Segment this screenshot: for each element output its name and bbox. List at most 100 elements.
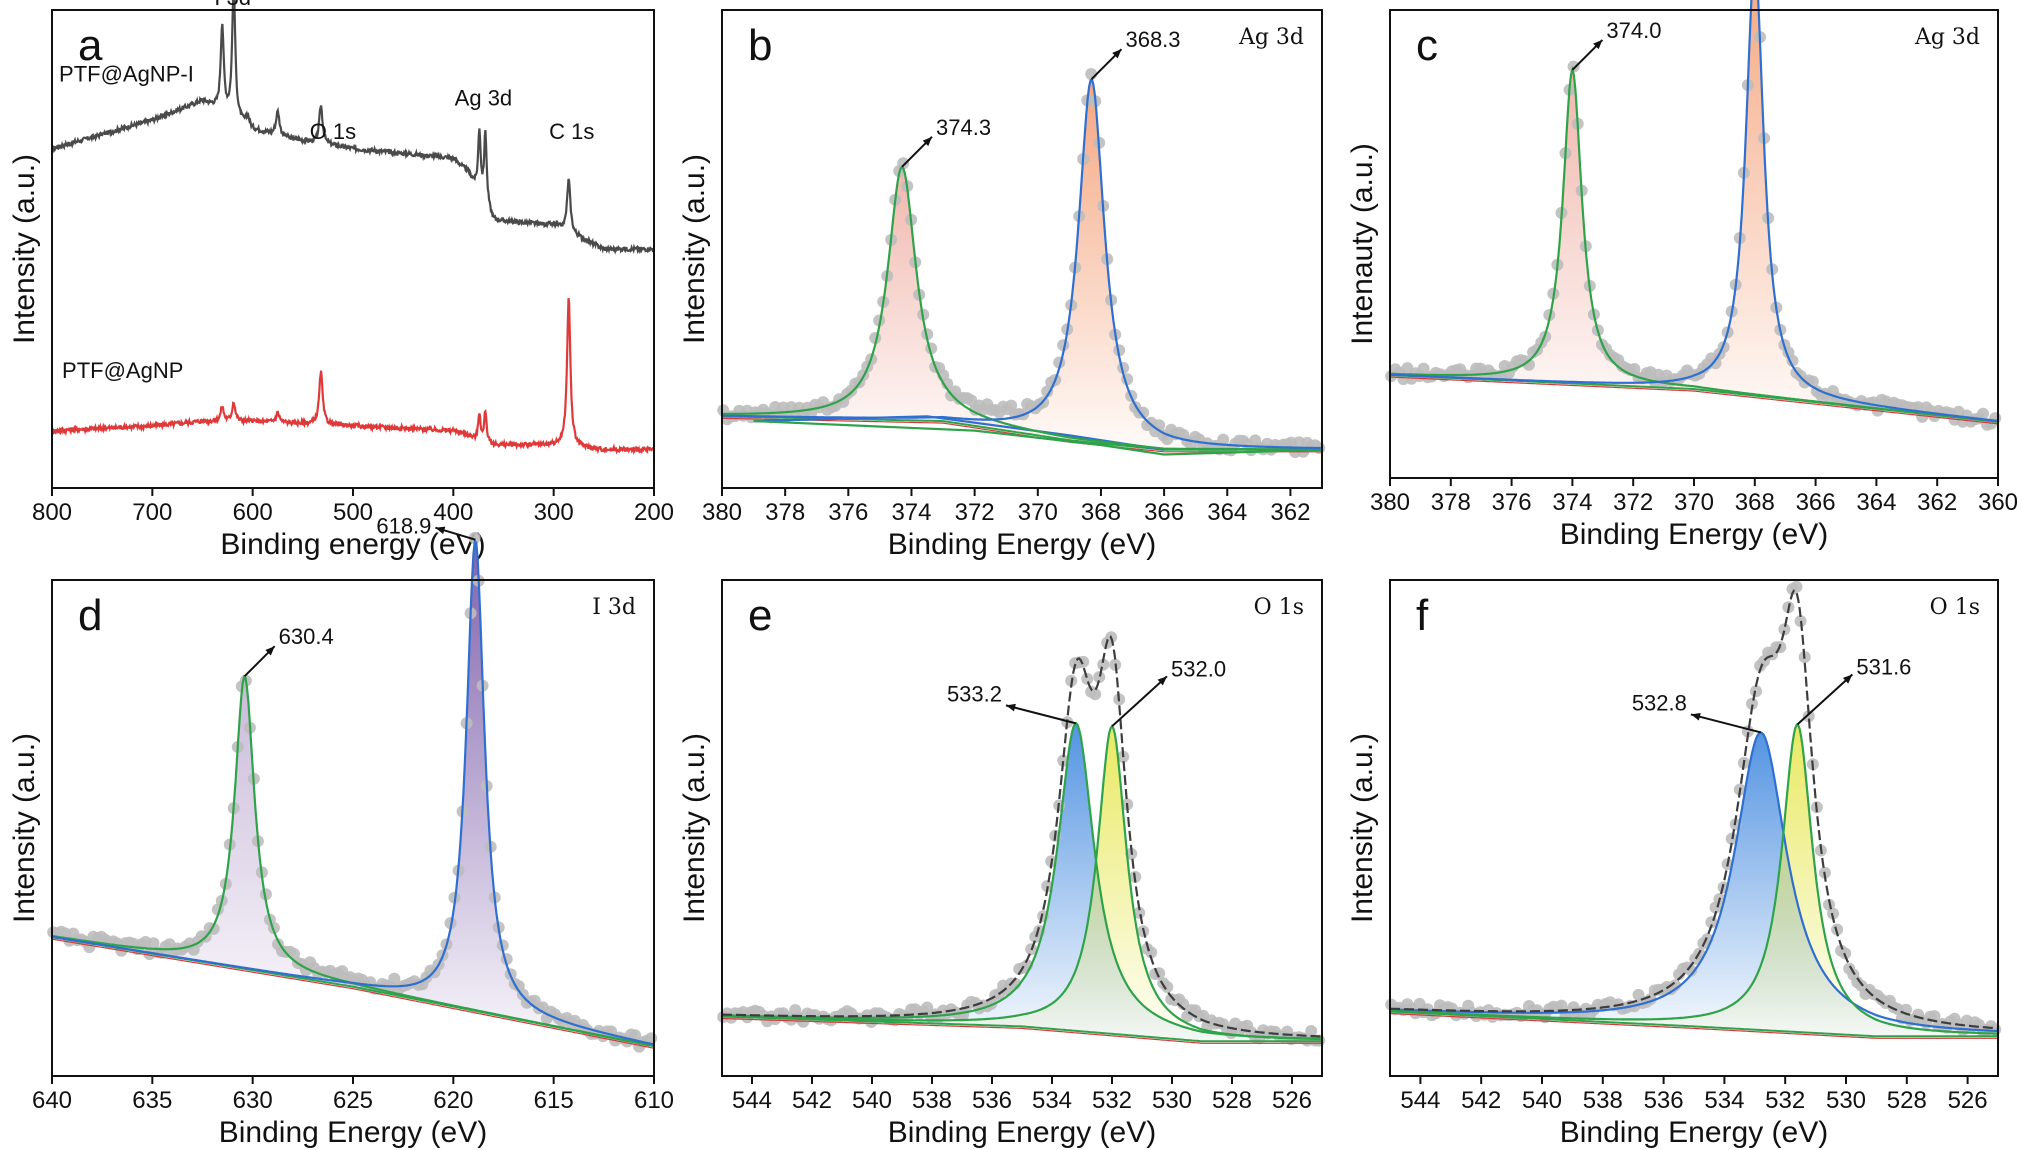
- x-tick-label: 538: [1583, 1087, 1623, 1114]
- corner-label: O 1s: [1930, 595, 1980, 620]
- component-fill: [722, 166, 1322, 450]
- component-curve: [1390, 65, 1999, 423]
- y-axis-label: Intensity (a.u.): [678, 154, 711, 344]
- x-tick-label: 378: [1431, 489, 1471, 516]
- survey-series-line: [51, 0, 654, 255]
- peak-arrow-line: [1111, 675, 1168, 728]
- component-curve: [51, 674, 655, 1048]
- component-fill: [722, 79, 1322, 450]
- panel-letter: e: [748, 591, 772, 640]
- x-tick-label: 374: [1552, 489, 1592, 516]
- x-tick-label: 530: [1826, 1087, 1866, 1114]
- x-tick-label: 400: [433, 499, 473, 526]
- x-tick-label: 372: [955, 499, 995, 526]
- peak-label: 618.9: [376, 514, 431, 539]
- x-tick-label: 300: [534, 499, 574, 526]
- x-tick-label: 538: [912, 1087, 952, 1114]
- component-curve: [1389, 0, 1999, 423]
- component-curve: [51, 538, 655, 1046]
- peak-arrow-head: [1157, 676, 1167, 686]
- x-tick-label: 364: [1207, 499, 1247, 526]
- component-curve: [721, 78, 1323, 450]
- peak-arrow-head: [265, 646, 275, 656]
- component-fill: [52, 540, 654, 1047]
- panel-letter: d: [78, 591, 102, 640]
- x-tick-label: 366: [1144, 499, 1184, 526]
- x-tick-label: 530: [1152, 1087, 1192, 1114]
- component-curve: [722, 165, 1322, 451]
- data-point: [1097, 658, 1110, 671]
- baseline-red-line: [1389, 1012, 1998, 1039]
- data-point: [1567, 60, 1580, 73]
- x-tick-label: 500: [333, 499, 373, 526]
- peak-arrow-head: [1842, 674, 1853, 684]
- panel-d-i3d-chart: 630.4 618.9 640 635 630 625 620 615 610 Binding E…: [8, 514, 674, 1149]
- x-tick-label: 542: [1461, 1087, 1501, 1114]
- x-tick-label: 362: [1270, 499, 1310, 526]
- plot-frame: [721, 9, 1323, 489]
- x-tick-label: 368: [1081, 499, 1121, 526]
- plot-frame: [1389, 579, 1999, 1077]
- data-point: [1555, 999, 1568, 1012]
- x-axis-label: Binding energy (eV): [220, 528, 485, 561]
- plot-frame: [51, 579, 655, 1077]
- data-point: [1977, 407, 1989, 420]
- x-axis-label: Binding Energy (eV): [888, 1116, 1156, 1149]
- data-point: [1041, 385, 1054, 398]
- peak-label: 533.2: [947, 681, 1002, 706]
- component-fill: [1390, 732, 1998, 1037]
- y-axis-label: Intensity (a.u.): [8, 733, 41, 923]
- data-point: [1928, 1010, 1941, 1023]
- data-point: [1628, 363, 1641, 375]
- envelope-curve: [722, 635, 1323, 1038]
- x-tick-label: 544: [732, 1087, 772, 1114]
- peak-arrow-head: [1006, 703, 1016, 712]
- x-tick-label: 376: [828, 499, 868, 526]
- x-tick-label: 366: [1796, 489, 1836, 516]
- y-axis-label: Intenauty (a.u.): [1346, 143, 1379, 345]
- x-tick-label: 526: [1948, 1087, 1988, 1114]
- data-point: [1137, 406, 1150, 419]
- baseline-line: [1389, 1010, 1998, 1038]
- corner-label: O 1s: [1254, 595, 1304, 620]
- x-tick-label: 542: [792, 1087, 832, 1114]
- peak-label: 532.0: [1171, 656, 1226, 681]
- peak-arrow-line: [1690, 713, 1762, 734]
- peak-arrow-head: [922, 136, 932, 147]
- panel-f-o1s-chart: 532.8 531.6 544 542 540 538 536 534 532 530 528 526…: [1346, 579, 2002, 1149]
- data-point: [1093, 671, 1106, 684]
- panel-letter: c: [1416, 21, 1438, 70]
- x-tick-label: 528: [1887, 1087, 1927, 1114]
- x-tick-label: 532: [1092, 1087, 1132, 1114]
- data-point: [1709, 357, 1722, 370]
- baseline-red-line: [1389, 376, 1999, 425]
- x-tick-label: 635: [132, 1087, 172, 1114]
- background-line: [753, 420, 1323, 456]
- component-fill: [1390, 0, 1998, 422]
- x-tick-label: 370: [1674, 489, 1714, 516]
- data-point: [897, 157, 910, 170]
- y-axis-label: Intensity (a.u.): [678, 733, 711, 923]
- peak-arrow-line: [1796, 673, 1854, 726]
- data-point: [1081, 672, 1094, 685]
- x-tick-label: 370: [1018, 499, 1058, 526]
- data-point: [259, 888, 272, 901]
- plot-frame: [721, 579, 1323, 1077]
- data-point: [1133, 906, 1146, 919]
- y-axis-label: Intensity (a.u.): [1346, 733, 1379, 923]
- y-axis-label: Intensity (a.u.): [8, 154, 41, 344]
- peak-arrow-head: [435, 526, 446, 535]
- data-point: [1802, 710, 1815, 723]
- x-tick-label: 360: [1978, 489, 2018, 516]
- x-axis-label: Binding Energy (eV): [1560, 518, 1828, 551]
- x-tick-label: 700: [132, 499, 172, 526]
- peak-arrow-head: [1593, 39, 1603, 50]
- component-curve: [1390, 723, 1998, 1035]
- data-point: [1305, 1025, 1318, 1037]
- x-tick-label: 380: [1370, 489, 1410, 516]
- x-tick-label: 372: [1613, 489, 1653, 516]
- peak-label: 532.8: [1632, 690, 1687, 715]
- corner-label: Ag 3d: [1914, 25, 1980, 50]
- x-tick-label: 200: [634, 499, 674, 526]
